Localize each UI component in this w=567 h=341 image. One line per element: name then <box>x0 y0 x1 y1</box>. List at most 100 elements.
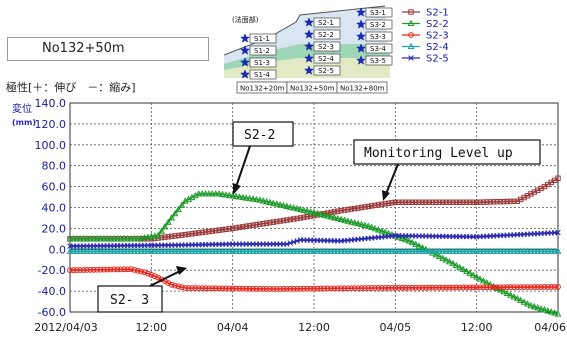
legend-marker <box>408 32 414 38</box>
data-point-s2-2 <box>371 224 379 232</box>
data-point-s2-3 <box>250 285 256 292</box>
data-point-s2-2 <box>293 204 301 212</box>
data-point-s2-2 <box>358 220 365 228</box>
data-point-s2-4 <box>252 247 260 254</box>
data-point-s2-1 <box>467 199 473 205</box>
data-point-s2-2 <box>215 190 223 197</box>
data-point-s2-3 <box>450 284 456 291</box>
data-point-s2-3 <box>524 284 531 290</box>
x-tick-label: 04/05 <box>379 321 411 334</box>
legend-marker <box>407 42 415 49</box>
data-point-s2-3 <box>128 266 134 273</box>
data-point-s2-3 <box>368 285 375 291</box>
data-point-s2-4 <box>480 247 487 254</box>
data-point-s2-2 <box>307 208 315 215</box>
data-point-s2-4 <box>419 247 426 254</box>
data-point-s2-1 <box>182 231 188 238</box>
data-point-s2-2 <box>513 294 521 302</box>
data-point-s2-4 <box>334 247 342 254</box>
data-point-s2-2 <box>93 235 101 242</box>
data-point-s2-3 <box>544 284 551 290</box>
data-point-s2-3 <box>253 285 260 292</box>
data-point-s2-1 <box>368 203 375 209</box>
anchor-box <box>313 53 341 64</box>
data-point-s2-5 <box>287 240 294 246</box>
data-point-s2-2 <box>330 213 338 221</box>
data-point-s2-2 <box>439 254 447 261</box>
data-point-s2-2 <box>334 214 342 222</box>
data-point-s2-1 <box>213 227 219 234</box>
data-point-s2-1 <box>480 199 487 205</box>
data-point-s2-1 <box>301 214 307 221</box>
data-point-s2-1 <box>463 199 470 205</box>
data-point-s2-4 <box>408 247 416 254</box>
data-point-s2-2 <box>205 190 213 197</box>
data-point-s2-4 <box>490 247 498 254</box>
data-point-s2-3 <box>433 284 439 291</box>
callout-s2-3-arrowhead <box>176 266 187 275</box>
data-point-s2-4 <box>134 247 142 254</box>
legend-item-s2-3: S2-3 <box>402 31 449 42</box>
anchor-group: S1-1S1-2S1-3S1-4S1-5S2-1S2-2S2-3S2-4S2-5… <box>240 7 393 92</box>
data-point-s2-4 <box>114 247 121 254</box>
data-point-s2-3 <box>446 284 453 291</box>
data-point-s2-1 <box>168 233 175 240</box>
data-point-s2-4 <box>154 247 162 254</box>
data-point-s2-2 <box>171 209 179 217</box>
data-point-s2-2 <box>517 296 525 304</box>
data-point-s2-4 <box>513 247 521 254</box>
data-point-s2-4 <box>530 247 538 254</box>
data-point-s2-3 <box>178 284 185 291</box>
data-point-s2-1 <box>263 220 270 226</box>
data-point-s2-4 <box>510 247 518 254</box>
data-point-s2-3 <box>521 284 528 291</box>
data-point-s2-2 <box>503 289 511 297</box>
data-point-s2-4 <box>500 247 508 254</box>
data-point-s2-2 <box>368 223 376 231</box>
data-point-s2-4 <box>107 247 115 254</box>
data-point-s2-2 <box>510 293 518 300</box>
data-point-s2-2 <box>120 235 128 242</box>
data-point-s2-2 <box>110 235 118 242</box>
section-label: No132+50m <box>42 41 125 56</box>
station-labels: No132+20m No132+50m No132+80m <box>236 81 388 94</box>
series-group <box>66 175 562 317</box>
data-point-s2-3 <box>517 284 524 291</box>
data-point-s2-3 <box>100 266 107 273</box>
data-point-s2-2 <box>73 235 81 242</box>
data-point-s2-3 <box>500 284 507 291</box>
legend-item-s2-5: S2-5 <box>402 54 449 65</box>
data-point-s2-4 <box>435 247 443 254</box>
data-point-s2-2 <box>124 235 132 242</box>
data-point-s2-4 <box>171 247 179 254</box>
anchor-label: S2-4 <box>318 55 334 63</box>
data-point-s2-3 <box>514 284 521 291</box>
data-point-s2-2 <box>452 261 460 269</box>
data-point-s2-1 <box>324 210 331 216</box>
data-point-s2-2 <box>432 251 440 258</box>
data-point-s2-2 <box>378 227 386 234</box>
data-point-s2-4 <box>551 247 559 254</box>
data-point-s2-4 <box>341 247 348 254</box>
data-point-s2-2 <box>537 305 545 312</box>
data-point-s2-1 <box>179 232 185 238</box>
callout-monitoring-arrow <box>385 163 399 195</box>
data-point-s2-3 <box>405 284 412 291</box>
data-point-s2-2 <box>225 191 233 198</box>
data-point-s2-1 <box>504 198 510 205</box>
data-point-s2-1 <box>233 225 239 231</box>
data-point-s2-2 <box>263 197 270 205</box>
data-point-s2-3 <box>260 285 267 292</box>
data-point-s2-1 <box>246 223 253 229</box>
data-point-s2-4 <box>293 247 301 254</box>
slope-label: (法面部) <box>232 15 259 24</box>
data-point-s2-3 <box>531 284 538 290</box>
data-point-s2-1 <box>199 229 205 236</box>
data-point-s2-3 <box>256 285 263 292</box>
data-point-s2-2 <box>97 235 104 242</box>
data-point-s2-2 <box>554 310 562 317</box>
anchor-star-icon <box>356 7 366 17</box>
data-point-s2-4 <box>195 247 203 254</box>
data-point-s2-1 <box>260 220 266 227</box>
